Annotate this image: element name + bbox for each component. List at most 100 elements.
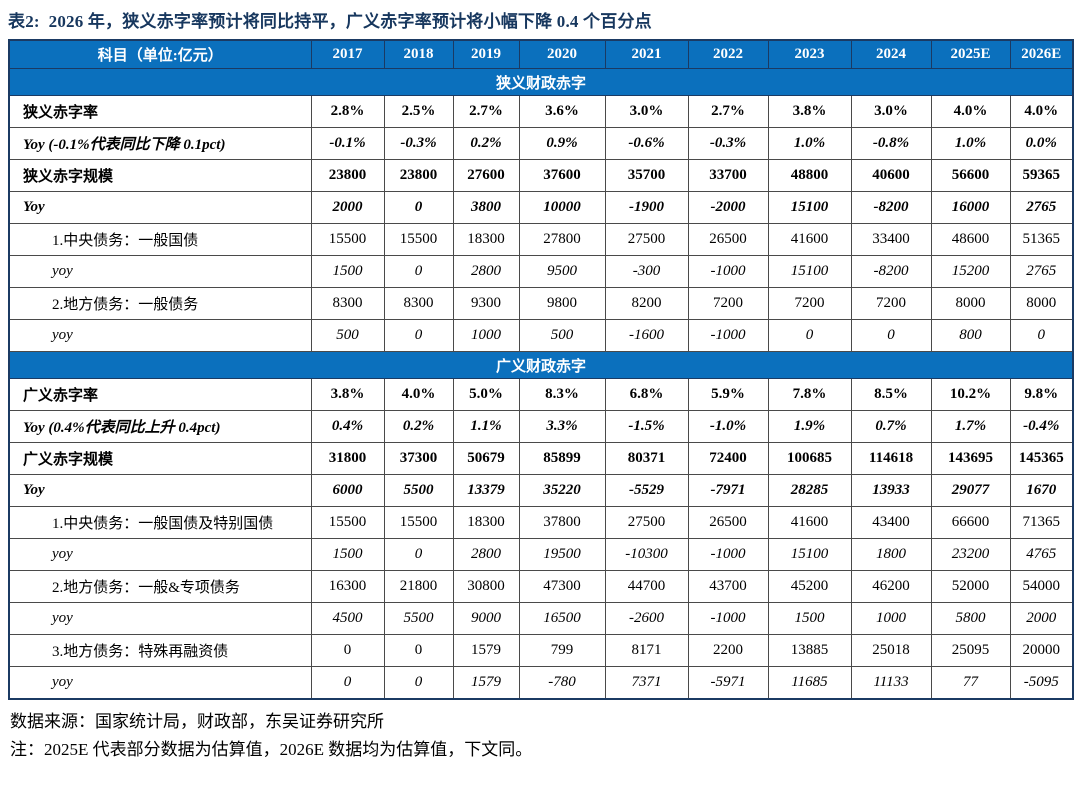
cell-value: 16500 [518, 602, 606, 635]
cell-value: 100685 [767, 442, 852, 475]
year-header-cell: 2020 [518, 39, 606, 69]
cell-value: 4.0% [383, 378, 454, 411]
cell-value: 0 [310, 634, 385, 667]
cell-value: 1800 [850, 538, 932, 571]
table-row: 广义赤字规模 31800 37300 50679 85899 80371 72400 1006… [8, 442, 1074, 475]
table-row: Yoy (0.4%代表同比上升 0.4pct) 0.4% 0.2% 1.1% 3.3% -… [8, 410, 1074, 443]
cell-value: 25018 [850, 634, 932, 667]
cell-value: 1579 [452, 666, 520, 700]
cell-value: 15500 [383, 223, 454, 256]
deficit-table: 科目（单位:亿元） 2017 2018 2019 2020 2021 2022 2023 202… [8, 39, 1074, 700]
cell-value: 15500 [310, 223, 385, 256]
cell-value: 1670 [1009, 474, 1074, 507]
row-label: 狭义赤字率 [8, 95, 312, 128]
cell-value: 3800 [452, 191, 520, 224]
row-label: 1.中央债务：一般国债 [8, 223, 312, 256]
cell-value: 0 [767, 319, 852, 352]
cell-value: 2.7% [687, 95, 769, 128]
year-header-cell: 2021 [604, 39, 689, 69]
cell-value: 28285 [767, 474, 852, 507]
cell-value: 13933 [850, 474, 932, 507]
cell-value: 31800 [310, 442, 385, 475]
cell-value: -8200 [850, 191, 932, 224]
cell-value: 0 [383, 191, 454, 224]
cell-value: 145365 [1009, 442, 1074, 475]
cell-value: 15500 [310, 506, 385, 539]
cell-value: 0 [310, 666, 385, 700]
cell-value: 7200 [767, 287, 852, 320]
cell-value: 8.5% [850, 378, 932, 411]
cell-value: 26500 [687, 506, 769, 539]
year-header-cell: 2017 [310, 39, 385, 69]
cell-value: 0 [850, 319, 932, 352]
row-label: Yoy (-0.1%代表同比下降 0.1pct) [8, 127, 312, 160]
year-header-cell: 2025E [930, 39, 1011, 69]
cell-value: 18300 [452, 223, 520, 256]
cell-value: 71365 [1009, 506, 1074, 539]
row-label: 2.地方债务：一般&专项债务 [8, 570, 312, 603]
cell-value: 27600 [452, 159, 520, 192]
cell-value: 0 [383, 666, 454, 700]
cell-value: 7.8% [767, 378, 852, 411]
cell-value: 23800 [310, 159, 385, 192]
year-header-cell: 2024 [850, 39, 932, 69]
cell-value: 1000 [452, 319, 520, 352]
cell-value: 0.4% [310, 410, 385, 443]
cell-value: 8000 [930, 287, 1011, 320]
cell-value: -0.8% [850, 127, 932, 160]
cell-value: 8000 [1009, 287, 1074, 320]
row-label: 狭义赤字规模 [8, 159, 312, 192]
cell-value: 0 [383, 634, 454, 667]
cell-value: 48800 [767, 159, 852, 192]
cell-value: 8171 [604, 634, 689, 667]
cell-value: -0.3% [687, 127, 769, 160]
cell-value: 52000 [930, 570, 1011, 603]
cell-value: 1500 [310, 255, 385, 288]
cell-value: -2600 [604, 602, 689, 635]
row-label: 3.地方债务：特殊再融资债 [8, 634, 312, 667]
cell-value: 41600 [767, 223, 852, 256]
cell-value: 1.0% [930, 127, 1011, 160]
cell-value: -8200 [850, 255, 932, 288]
cell-value: 43700 [687, 570, 769, 603]
cell-value: 43400 [850, 506, 932, 539]
cell-value: 51365 [1009, 223, 1074, 256]
report-page: 表2: 2026 年，狭义赤字率预计将同比持平，广义赤字率预计将小幅下降 0.4… [8, 12, 1074, 764]
cell-value: 37800 [518, 506, 606, 539]
cell-value: 2200 [687, 634, 769, 667]
cell-value: -1.0% [687, 410, 769, 443]
cell-value: 4765 [1009, 538, 1074, 571]
cell-value: -300 [604, 255, 689, 288]
cell-value: 26500 [687, 223, 769, 256]
cell-value: 30800 [452, 570, 520, 603]
cell-value: -1600 [604, 319, 689, 352]
cell-value: 1000 [850, 602, 932, 635]
table-footer: 数据来源：国家统计局，财政部，东吴证券研究所 注：2025E 代表部分数据为估算… [8, 708, 1072, 764]
row-label: 2.地方债务：一般债务 [8, 287, 312, 320]
cell-value: 3.8% [310, 378, 385, 411]
cell-value: 35220 [518, 474, 606, 507]
cell-value: 16300 [310, 570, 385, 603]
cell-value: -0.4% [1009, 410, 1074, 443]
cell-value: 7371 [604, 666, 689, 700]
row-label: 广义赤字规模 [8, 442, 312, 475]
table-row: 广义赤字率 3.8% 4.0% 5.0% 8.3% 6.8% 5.9% 7.8% 8.5% 10.… [8, 378, 1074, 411]
cell-value: -10300 [604, 538, 689, 571]
cell-value: 25095 [930, 634, 1011, 667]
cell-value: 11685 [767, 666, 852, 700]
cell-value: 0 [383, 538, 454, 571]
cell-value: 2.7% [452, 95, 520, 128]
cell-value: 20000 [1009, 634, 1074, 667]
cell-value: 33400 [850, 223, 932, 256]
cell-value: -5529 [604, 474, 689, 507]
cell-value: -7971 [687, 474, 769, 507]
cell-value: -0.1% [310, 127, 385, 160]
cell-value: 37300 [383, 442, 454, 475]
cell-value: 41600 [767, 506, 852, 539]
cell-value: 27500 [604, 506, 689, 539]
unit-header-cell: 科目（单位:亿元） [8, 39, 312, 69]
cell-value: 9000 [452, 602, 520, 635]
table-row: 2.地方债务：一般&专项债务 16300 21800 30800 47300 44700 4… [8, 570, 1074, 603]
cell-value: 0 [383, 319, 454, 352]
cell-value: 2.8% [310, 95, 385, 128]
